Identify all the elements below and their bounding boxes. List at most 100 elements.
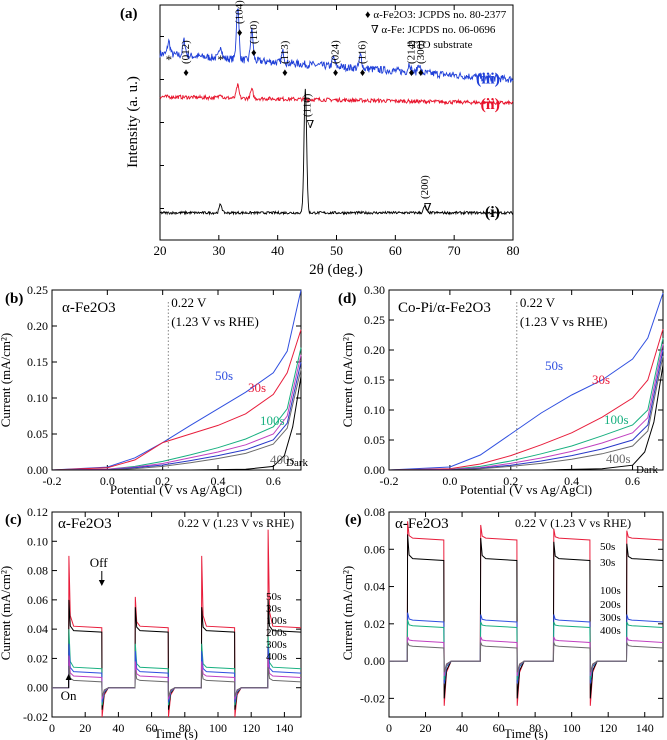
ito-marker: * [166, 52, 173, 67]
panel-e-transient: (e) 0 20 40 60 80 100 120 140-0.020.000.020.040… [340, 505, 664, 740]
lsv-series-400s [389, 355, 664, 471]
curve-label-30s: 30s [266, 603, 281, 615]
curve-label-400s: 400s [606, 451, 631, 466]
peak-label: (116) [357, 40, 369, 64]
panel-e-xlabel: Time (s) [504, 726, 548, 740]
x-tick-label: 0.6 [625, 474, 640, 488]
xrd-series-1 [159, 83, 514, 107]
x-tick-label: 0 [49, 721, 55, 735]
panel-b-lsv: (b) -0.2 0.0 0.2 0.4 0.6 0.00 0.05 0.10 0.15 0.20… [0, 283, 308, 497]
y-tick-label: 0.20 [364, 343, 385, 357]
transient-series-400s [52, 665, 302, 697]
x-tick-label: 0.4 [564, 474, 579, 488]
lsv-series-200s [388, 343, 664, 471]
panel-d-lsv: (d) -0.2 0.0 0.2 0.4 0.6 0.00 0.05 0.10 0.15 0.20… [338, 283, 664, 497]
panel-c-on-off: On Off [61, 555, 109, 703]
x-tick-label: 0.6 [266, 474, 281, 488]
curve-label-200s: 200s [600, 599, 621, 611]
transient-series-400s [389, 642, 664, 673]
y-tick-label: 0.00 [364, 463, 385, 477]
x-tick-label: 20 [79, 721, 91, 735]
curve-label-30s: 30s [600, 557, 615, 569]
panel-b-title: α-Fe2O3 [62, 300, 116, 316]
lsv-series-100s [388, 337, 664, 471]
lsv-series-30s [388, 328, 664, 471]
lsv-series-Dark [52, 376, 302, 471]
x-tick-label: 40 [271, 243, 284, 258]
curve-label-30s: 30s [248, 380, 266, 395]
lsv-series-200s [51, 354, 302, 471]
panel-e-series [389, 521, 664, 706]
y-tick-label: -0.02 [23, 710, 48, 724]
x-tick-label: 0.2 [155, 474, 170, 488]
y-tick-label: 0.15 [364, 373, 385, 387]
panel-a-label: (a) [120, 6, 138, 22]
panel-a-x-ticks: 20 30 40 50 60 70 80 [154, 5, 520, 258]
hematite-marker: ♦ [333, 67, 339, 79]
hematite-marker: ♦ [409, 67, 415, 79]
panel-b-xlabel: Potential (V vs Ag/AgCl) [110, 482, 242, 497]
panel-b-ylabel: Current (mA/cm²) [0, 333, 13, 428]
panel-b-ticks: -0.2 0.0 0.2 0.4 0.6 0.00 0.05 0.10 0.15 0.20 0.25 [27, 283, 301, 488]
transient-series-30s [52, 599, 302, 710]
curve-label-400s: 400s [600, 625, 621, 637]
curve-label-100s: 100s [604, 412, 629, 427]
curve-label-Dark: Dark [636, 464, 658, 476]
y-tick-label: 0.08 [364, 505, 385, 519]
x-tick-label: 100 [209, 721, 227, 735]
y-tick-label: 0.00 [364, 654, 385, 668]
marker-label-2: (1.23 V vs RHE) [520, 314, 608, 329]
y-tick-label: 0.04 [364, 580, 385, 594]
curve-label-100s: 100s [266, 615, 287, 627]
panel-c-series [52, 529, 302, 718]
transient-series-100s [389, 612, 664, 684]
curve-label-300s: 300s [600, 612, 621, 624]
peak-label: (104) [234, 0, 246, 24]
panel-e-annotation: 0.22 V (1.23 V vs RHE) [515, 516, 631, 530]
iron-marker: ∇ [424, 202, 432, 214]
y-tick-label: 0.02 [364, 617, 385, 631]
y-tick-label: 0.06 [364, 542, 385, 556]
panel-a-xlabel: 2θ (deg.) [309, 262, 363, 278]
panel-d-ticks: -0.2 0.0 0.2 0.4 0.6 0.00 0.05 0.10 0.15 0.20 0.25… [364, 283, 663, 488]
x-tick-label: 0 [386, 721, 392, 735]
x-tick-label: 60 [389, 243, 402, 258]
peak-label: (300) [415, 40, 427, 64]
peak-label: (012) [180, 40, 192, 64]
y-tick-label: 0.08 [27, 564, 48, 578]
panel-e-ticks: 0 20 40 60 80 100 120 140 -0.02 0.00 0.02 0.04 0.06 0… [360, 505, 663, 735]
marker-label-1: 0.22 V [171, 295, 207, 310]
y-tick-label: 0.10 [364, 403, 385, 417]
lsv-series-Dark [389, 364, 664, 471]
y-tick-label: 0.15 [27, 355, 48, 369]
off-label: Off [90, 555, 108, 570]
curve-label-50s: 50s [545, 358, 563, 373]
panel-d-ylabel: Current (mA/cm²) [340, 333, 355, 428]
marker-label-2: (1.23 V vs RHE) [171, 314, 259, 329]
series-label-1: (ii) [480, 96, 500, 113]
lsv-series-50s [51, 289, 302, 471]
panel-d-series [388, 292, 664, 471]
series-label-2: (i) [485, 204, 500, 221]
transient-series-100s [52, 629, 302, 706]
y-tick-label: -0.02 [360, 691, 385, 705]
x-tick-label: 0.0 [442, 474, 457, 488]
panel-e-label: (e) [345, 512, 362, 528]
y-tick-label: 0.02 [27, 651, 48, 665]
peak-label: (110) [301, 93, 313, 117]
panel-b-marker: 0.22 V (1.23 V vs RHE) [167, 295, 259, 470]
on-arrowhead [65, 674, 72, 680]
peak-label: (214) [405, 40, 417, 64]
lsv-series-30s [51, 329, 302, 471]
curve-label-50s: 50s [215, 368, 233, 383]
peak-label: (200) [419, 175, 431, 199]
panel-d-xlabel: Potential (V vs Ag/AgCl) [460, 482, 592, 497]
hematite-marker: ♦ [237, 27, 243, 39]
panel-c-annotation: 0.22 V (1.23 V vs RHE) [178, 516, 294, 530]
peak-label: (110) [248, 20, 260, 44]
panel-c-frame [51, 511, 302, 718]
panel-e-title: α-Fe2O3 [395, 516, 449, 532]
